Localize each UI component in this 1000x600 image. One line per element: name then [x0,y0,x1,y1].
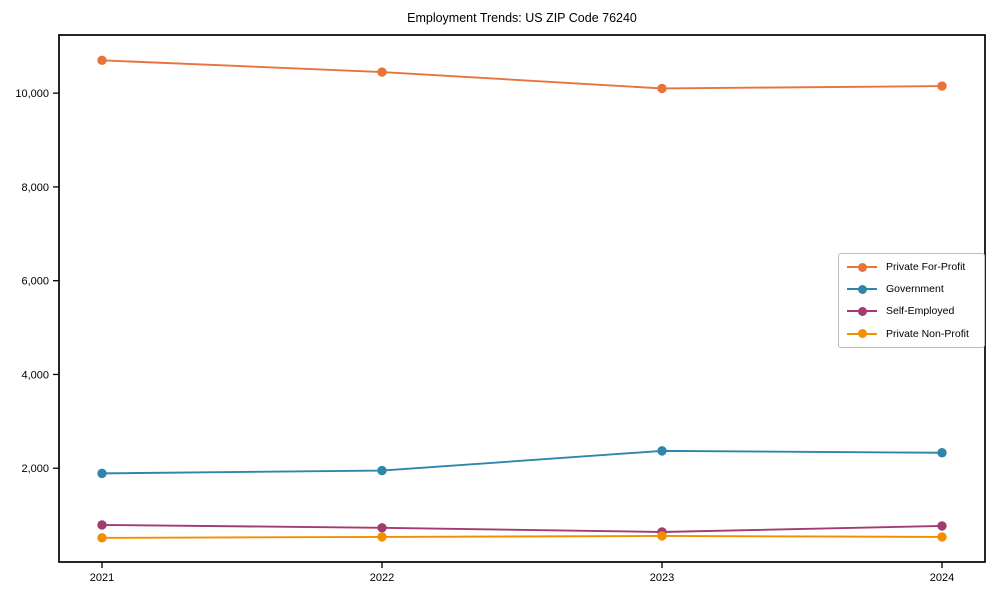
legend-label: Self-Employed [886,305,955,318]
data-point-private-for-profit-2024 [937,81,947,91]
data-point-self-employed-2021 [97,520,107,530]
legend-label: Government [886,283,944,296]
legend-item-private-non-profit: Private Non-Profit [847,323,984,345]
data-point-government-2021 [97,468,107,479]
chart-title: Employment Trends: US ZIP Code 76240 [407,11,637,25]
data-point-government-2024 [937,448,947,458]
x-tick-label: 2024 [930,572,954,584]
series-line-private-for-profit [101,59,943,90]
data-point-private-non-profit-2021 [97,533,107,543]
legend-item-private-for-profit: Private For-Profit [847,256,984,278]
legend-marker-icon [847,329,877,339]
x-tick-label: 2022 [370,572,394,584]
y-tick-label: 2,000 [21,463,49,475]
data-point-private-for-profit-2021 [97,55,107,66]
data-point-government-2022 [377,465,387,476]
legend-marker-icon [847,284,877,294]
series-line-government [101,449,943,475]
legend-item-self-employed: Self-Employed [847,300,984,322]
data-point-self-employed-2022 [377,523,387,533]
data-point-private-non-profit-2022 [377,532,387,542]
series-line-self-employed [101,524,943,533]
data-point-government-2023 [657,446,667,456]
plot-border [58,34,986,563]
legend-label: Private For-Profit [886,261,966,274]
y-tick-label: 4,000 [21,369,49,381]
data-point-private-non-profit-2024 [937,532,947,542]
data-point-private-for-profit-2023 [657,83,667,94]
series-line-private-non-profit [101,535,943,539]
data-point-self-employed-2024 [937,521,947,531]
legend-label: Private Non-Profit [886,327,969,340]
y-tick-label: 8,000 [21,182,49,194]
data-point-private-for-profit-2022 [377,67,387,77]
y-tick-label: 6,000 [21,276,49,288]
x-tick-label: 2021 [90,572,114,584]
legend-item-government: Government [847,278,984,300]
legend-marker-icon [847,306,877,316]
x-tick-label: 2023 [650,572,674,584]
legend: Private For-Profit Government Self-Employe… [838,253,985,348]
legend-marker-icon [847,262,877,272]
data-point-private-non-profit-2023 [657,531,667,541]
y-tick-label: 10,000 [15,88,49,100]
